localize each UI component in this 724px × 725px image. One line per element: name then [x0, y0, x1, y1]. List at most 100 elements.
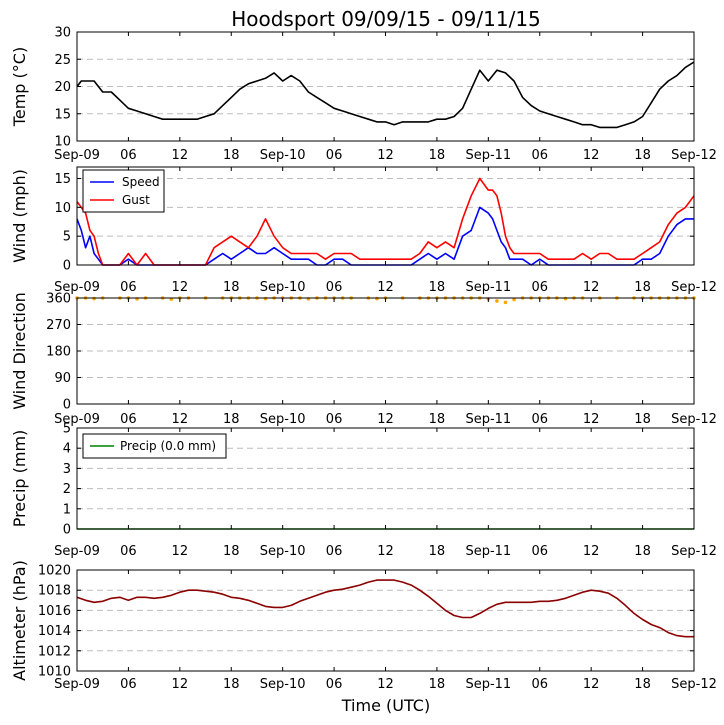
alt-xtick-label: 12	[377, 677, 394, 692]
precip-xtick-label: 12	[583, 544, 600, 559]
wind-direction-point	[92, 296, 96, 301]
alt-xtick-label: Sep-09	[54, 677, 100, 692]
wind-xtick-label: 06	[531, 280, 548, 295]
precip-ytick-label: 2	[63, 482, 71, 497]
temp-xtick-label: 18	[223, 148, 240, 163]
alt-ytick-label: 1014	[38, 624, 71, 639]
alt-xtick-label: Sep-12	[671, 677, 717, 692]
temp-xtick-label: 18	[634, 148, 651, 163]
precip-xtick-label: 06	[120, 544, 137, 559]
precip-ytick-label: 0	[63, 523, 71, 538]
precip-xtick-label: Sep-11	[465, 544, 511, 559]
precip-xtick-label: Sep-12	[671, 544, 717, 559]
wind-xtick-label: Sep-10	[260, 280, 306, 295]
alt-axes-frame	[76, 569, 695, 672]
alt-xtick-label: Sep-11	[465, 677, 511, 692]
precip-ytick-label: 4	[63, 442, 71, 457]
wind-xtick-label: Sep-12	[671, 280, 717, 295]
temp-xtick-label: Sep-12	[671, 148, 717, 163]
dir-xtick-label: 12	[172, 412, 189, 427]
wind-xtick-label: 12	[583, 280, 600, 295]
temp-xtick-label: 06	[326, 148, 343, 163]
temp-ytick-label: 30	[54, 26, 71, 41]
dir-xtick-label: Sep-09	[54, 412, 100, 427]
precip-xtick-label: 18	[223, 544, 240, 559]
wind-xtick-label: Sep-11	[465, 280, 511, 295]
alt-ytick-label: 1010	[38, 665, 71, 680]
temp-ytick-label: 15	[54, 107, 71, 122]
precip-xtick-label: Sep-10	[260, 544, 306, 559]
dir-xtick-label: Sep-11	[465, 412, 511, 427]
chart-title: Hoodsport 09/09/15 - 09/11/15	[231, 7, 541, 31]
temp-y-axis-label: Temp (°C)	[10, 47, 29, 127]
panel-alt: 1010 1012 1014 1016 1018 1020 Sep-09 06 12 18 Sep-…	[10, 560, 717, 692]
precip-legend: Precip (0.0 mm)	[82, 433, 227, 459]
panel-wind: 0 5 10 15 Sep-09 06 12 18 Sep-10 06 12 18 Sep-11 06 12…	[10, 166, 717, 295]
precip-xtick-label: 06	[326, 544, 343, 559]
temp-xtick-label: Sep-10	[260, 148, 306, 163]
legend-speed-label: Speed	[122, 175, 160, 189]
temp-ytick-label: 20	[54, 80, 71, 95]
dir-xtick-label: 12	[377, 412, 394, 427]
x-axis-label: Time (UTC)	[341, 696, 430, 715]
wind-direction-point	[495, 299, 499, 303]
wind-ytick-label: 5	[63, 230, 71, 245]
dir-y-axis-label: Wind Direction	[10, 292, 29, 410]
panel-dir: 0 90 180 270 360 Sep-09 06 12 18 Sep-10 06 12 18 Sep-…	[10, 292, 717, 428]
alt-xtick-label: Sep-10	[260, 677, 306, 692]
alt-xtick-label: 18	[429, 677, 446, 692]
precip-ytick-label: 1	[63, 502, 71, 517]
wind-ytick-label: 15	[54, 172, 71, 187]
precip-ytick-label: 5	[63, 422, 71, 437]
temp-xtick-label: 06	[531, 148, 548, 163]
precip-xtick-label: 18	[429, 544, 446, 559]
wind-direction-point	[263, 296, 268, 301]
dir-xtick-label: 12	[583, 412, 600, 427]
dir-ytick-label: 90	[54, 371, 71, 386]
wind-xtick-label: 18	[429, 280, 446, 295]
legend-gust-label: Gust	[122, 193, 150, 207]
precip-xtick-label: 12	[172, 544, 189, 559]
precip-xtick-label: 12	[377, 544, 394, 559]
precip-xtick-label: 18	[634, 544, 651, 559]
wind-xtick-label: 06	[326, 280, 343, 295]
panel-temp: 10 15 20 25 30 Sep-09 06 12 18 Sep-10 06 12 18 Sep-11…	[10, 26, 717, 164]
alt-ytick-label: 1020	[38, 564, 71, 579]
temp-series-temp	[76, 61, 695, 129]
temp-ytick-label: 10	[54, 135, 71, 150]
wind-xtick-label: 12	[377, 280, 394, 295]
wind-xtick-label: 12	[172, 280, 189, 295]
alt-xtick-label: 06	[120, 677, 137, 692]
dir-ytick-label: 180	[46, 345, 71, 360]
dir-xtick-label: 06	[326, 412, 343, 427]
wind-legend: Speed Gust	[82, 169, 165, 213]
alt-xtick-label: 06	[326, 677, 343, 692]
wind-xtick-label: Sep-09	[54, 280, 100, 295]
wind-xtick-label: 06	[120, 280, 137, 295]
dir-xtick-label: 18	[223, 412, 240, 427]
wind-direction-point	[563, 296, 568, 301]
dir-xtick-label: 18	[429, 412, 446, 427]
wind-series-gust	[76, 177, 695, 266]
alt-y-axis-label: Altimeter (hPa)	[10, 560, 29, 681]
wind-ytick-label: 0	[63, 259, 71, 274]
precip-xtick-label: Sep-09	[54, 544, 100, 559]
dir-ytick-label: 270	[46, 318, 71, 333]
precip-ytick-label: 3	[63, 462, 71, 477]
alt-ytick-label: 1016	[38, 604, 71, 619]
dir-xtick-label: Sep-12	[671, 412, 717, 427]
alt-xtick-label: 06	[531, 677, 548, 692]
temp-xtick-label: 06	[120, 148, 137, 163]
dir-xtick-label: 06	[120, 412, 137, 427]
alt-xtick-label: 18	[223, 677, 240, 692]
wind-y-axis-label: Wind (mph)	[10, 169, 29, 263]
wind-xtick-label: 18	[223, 280, 240, 295]
precip-xtick-label: 06	[531, 544, 548, 559]
alt-xtick-label: 18	[634, 677, 651, 692]
temp-ytick-label: 25	[54, 53, 71, 68]
dir-xtick-label: 06	[531, 412, 548, 427]
alt-ytick-label: 1018	[38, 584, 71, 599]
temp-xtick-label: 12	[583, 148, 600, 163]
